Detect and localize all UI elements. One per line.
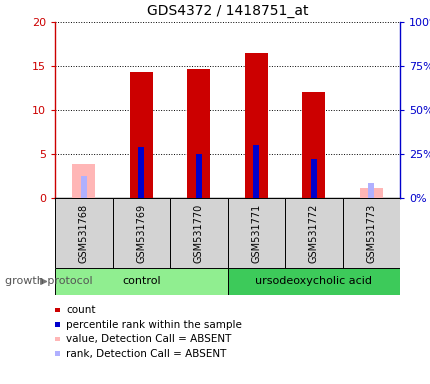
Bar — [55, 351, 59, 356]
Text: percentile rank within the sample: percentile rank within the sample — [66, 319, 241, 329]
Bar — [301, 93, 325, 198]
Bar — [195, 154, 201, 198]
Text: growth protocol: growth protocol — [5, 276, 92, 286]
Title: GDS4372 / 1418751_at: GDS4372 / 1418751_at — [146, 4, 307, 18]
Bar — [253, 145, 258, 198]
Text: GSM531771: GSM531771 — [251, 204, 261, 263]
Bar — [310, 159, 316, 198]
Bar — [227, 198, 284, 268]
Bar — [227, 268, 399, 295]
Text: GSM531768: GSM531768 — [79, 204, 89, 263]
Bar — [359, 188, 382, 198]
Bar — [129, 72, 152, 198]
Bar — [368, 183, 373, 198]
Bar — [55, 337, 59, 341]
Text: GSM531770: GSM531770 — [194, 204, 203, 263]
Text: GSM531772: GSM531772 — [308, 203, 318, 263]
Bar — [112, 198, 169, 268]
Bar — [55, 198, 112, 268]
Bar — [55, 268, 227, 295]
Bar — [244, 53, 267, 198]
Bar — [284, 198, 342, 268]
Bar — [81, 176, 86, 198]
Text: GSM531769: GSM531769 — [136, 204, 146, 263]
Bar — [138, 147, 144, 198]
Text: GSM531773: GSM531773 — [366, 204, 375, 263]
Bar — [169, 198, 227, 268]
Bar — [187, 69, 210, 198]
Bar — [55, 308, 59, 312]
Bar — [72, 164, 95, 198]
Text: control: control — [122, 276, 160, 286]
Text: value, Detection Call = ABSENT: value, Detection Call = ABSENT — [66, 334, 231, 344]
Bar — [342, 198, 399, 268]
Text: count: count — [66, 305, 95, 315]
Text: rank, Detection Call = ABSENT: rank, Detection Call = ABSENT — [66, 349, 226, 359]
Bar — [55, 322, 59, 327]
Text: ursodeoxycholic acid: ursodeoxycholic acid — [255, 276, 372, 286]
